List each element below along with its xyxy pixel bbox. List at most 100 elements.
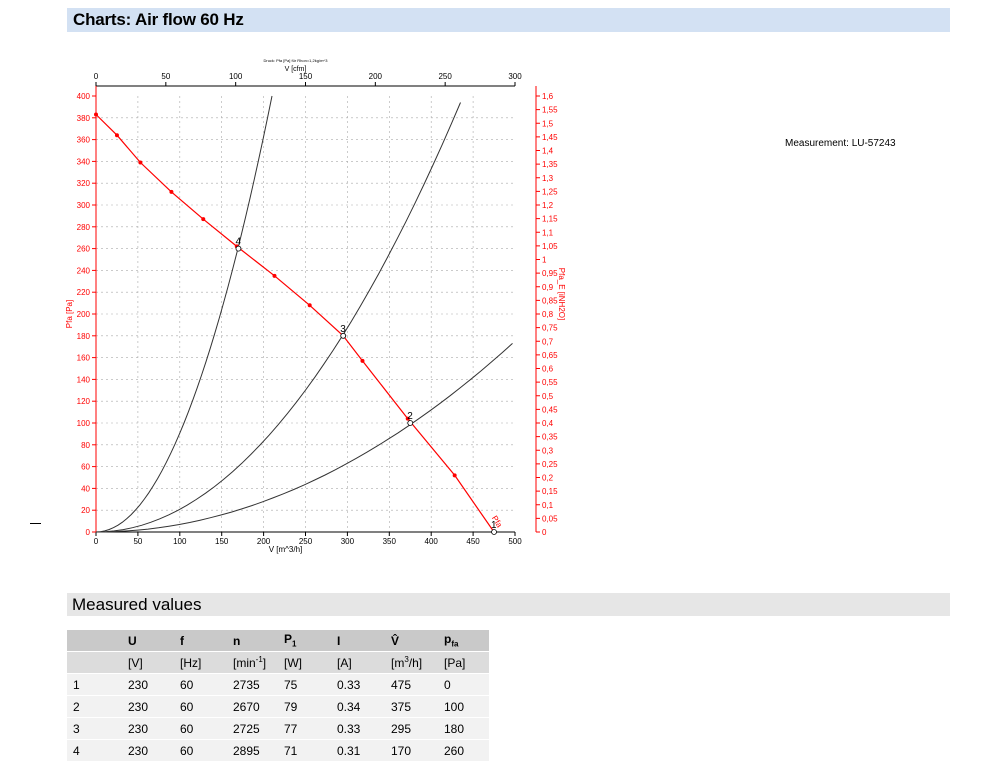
table-cell: 79	[278, 695, 331, 718]
table-cell: 2670	[227, 695, 278, 718]
y2-axis-label: Pfa_E [iNH2O]	[557, 268, 566, 320]
y2-tick-label: 1,6	[542, 92, 554, 101]
y-tick-label: 120	[77, 397, 91, 406]
table-cell: 60	[174, 739, 227, 762]
table-row: 2 230 60 2670 79 0.34 375 100	[67, 695, 489, 718]
y2-tick-label: 0,8	[542, 310, 554, 319]
y2-tick-label: 1,5	[542, 119, 554, 128]
y2-tick-label: 0,9	[542, 283, 554, 292]
operating-point-label: 1	[491, 520, 497, 531]
table-cell: 295	[385, 717, 438, 740]
y-tick-label: 0	[86, 528, 91, 537]
table-cell: 0.33	[331, 717, 385, 740]
unit-cell: [W]	[278, 651, 331, 674]
y2-tick-label: 0,4	[542, 419, 554, 428]
header-cell-p1: P1	[278, 630, 331, 652]
y-tick-label: 360	[77, 136, 91, 145]
y2-tick-label: 1,35	[542, 160, 558, 169]
measurement-label: Measurement: LU-57243	[785, 138, 896, 149]
table-cell: 230	[122, 739, 174, 762]
unit-cell: [V]	[122, 651, 174, 674]
table-cell: 4	[67, 739, 122, 762]
y2-tick-label: 0,2	[542, 474, 554, 483]
x2-axis-label: V [cfm]	[285, 66, 307, 73]
pfa-data-point	[360, 358, 365, 363]
pfa-data-point	[307, 303, 312, 308]
table-cell: 0.33	[331, 673, 385, 696]
x2-tick-label: 250	[438, 72, 452, 81]
table-cell: 60	[174, 673, 227, 696]
x-tick-label: 50	[133, 537, 142, 546]
x2-tick-label: 200	[369, 72, 383, 81]
operating-point-label: 3	[340, 324, 346, 335]
table-cell: 77	[278, 717, 331, 740]
x-tick-label: 450	[466, 537, 480, 546]
table-cell: 2895	[227, 739, 278, 762]
x2-tick-label: 300	[508, 72, 522, 81]
header-cell-u: U	[122, 630, 174, 652]
dash-mark	[30, 523, 41, 524]
y-tick-label: 300	[77, 201, 91, 210]
x-axis-label: V [m^3/h]	[269, 545, 303, 554]
operating-point	[407, 420, 414, 426]
y2-tick-label: 0,3	[542, 446, 554, 455]
y-tick-label: 20	[81, 506, 90, 515]
operating-point-label: 4	[235, 237, 241, 248]
y-tick-label: 160	[77, 354, 91, 363]
table-cell: 230	[122, 673, 174, 696]
table-cell: 60	[174, 695, 227, 718]
y2-tick-label: 1,55	[542, 106, 558, 115]
table-cell: 230	[122, 695, 174, 718]
y-tick-label: 400	[77, 92, 91, 101]
page-title: Charts: Air flow 60 Hz	[73, 10, 244, 29]
x-tick-label: 0	[94, 537, 99, 546]
header-cell-f: f	[174, 630, 227, 652]
y-tick-label: 140	[77, 375, 91, 384]
unit-cell: [min-1]	[227, 651, 278, 674]
y2-tick-label: 0,45	[542, 405, 558, 414]
y2-tick-label: 0,85	[542, 296, 558, 305]
table-row: 3 230 60 2725 77 0.33 295 180	[67, 717, 489, 740]
operating-point-label: 2	[407, 411, 413, 422]
y2-tick-label: 0,6	[542, 365, 554, 374]
operating-point	[340, 332, 347, 339]
y-tick-label: 280	[77, 223, 91, 232]
y-tick-label: 80	[81, 441, 90, 450]
table-cell: 0	[438, 673, 489, 696]
y-tick-label: 60	[81, 463, 90, 472]
y2-tick-label: 1,3	[542, 174, 554, 183]
y2-tick-label: 1,15	[542, 215, 558, 224]
unit-cell	[67, 651, 122, 674]
x2-tick-label: 100	[229, 72, 243, 81]
y-tick-label: 380	[77, 114, 91, 123]
table-cell: 0.34	[331, 695, 385, 718]
y2-tick-label: 0,5	[542, 392, 554, 401]
table-cell: 2735	[227, 673, 278, 696]
y-tick-label: 240	[77, 266, 91, 275]
x2-tick-label: 150	[299, 72, 313, 81]
y2-tick-label: 0,35	[542, 433, 558, 442]
unit-cell: [A]	[331, 651, 385, 674]
x-tick-label: 500	[508, 537, 522, 546]
x-tick-label: 100	[173, 537, 187, 546]
unit-cell: [Pa]	[438, 651, 489, 674]
table-cell: 1	[67, 673, 122, 696]
y2-tick-label: 0,75	[542, 324, 558, 333]
table-cell: 170	[385, 739, 438, 762]
y-tick-label: 180	[77, 332, 91, 341]
unit-cell: [Hz]	[174, 651, 227, 674]
x-tick-label: 150	[215, 537, 229, 546]
measured-values-table: U f n P1 I V̂ pfa [V] [Hz] [min-1] [W] […	[67, 630, 489, 762]
y2-tick-label: 1,2	[542, 201, 554, 210]
y2-tick-label: 1,45	[542, 133, 558, 142]
y-tick-label: 260	[77, 245, 91, 254]
pfa-data-point	[138, 160, 143, 165]
x-tick-label: 250	[299, 537, 313, 546]
title-bar: Charts: Air flow 60 Hz	[67, 8, 950, 32]
y2-tick-label: 1,05	[542, 242, 558, 251]
operating-point	[491, 529, 497, 535]
x-tick-label: 350	[383, 537, 397, 546]
x-tick-label: 200	[257, 537, 271, 546]
table-units-row: [V] [Hz] [min-1] [W] [A] [m3/h] [Pa]	[67, 651, 489, 674]
